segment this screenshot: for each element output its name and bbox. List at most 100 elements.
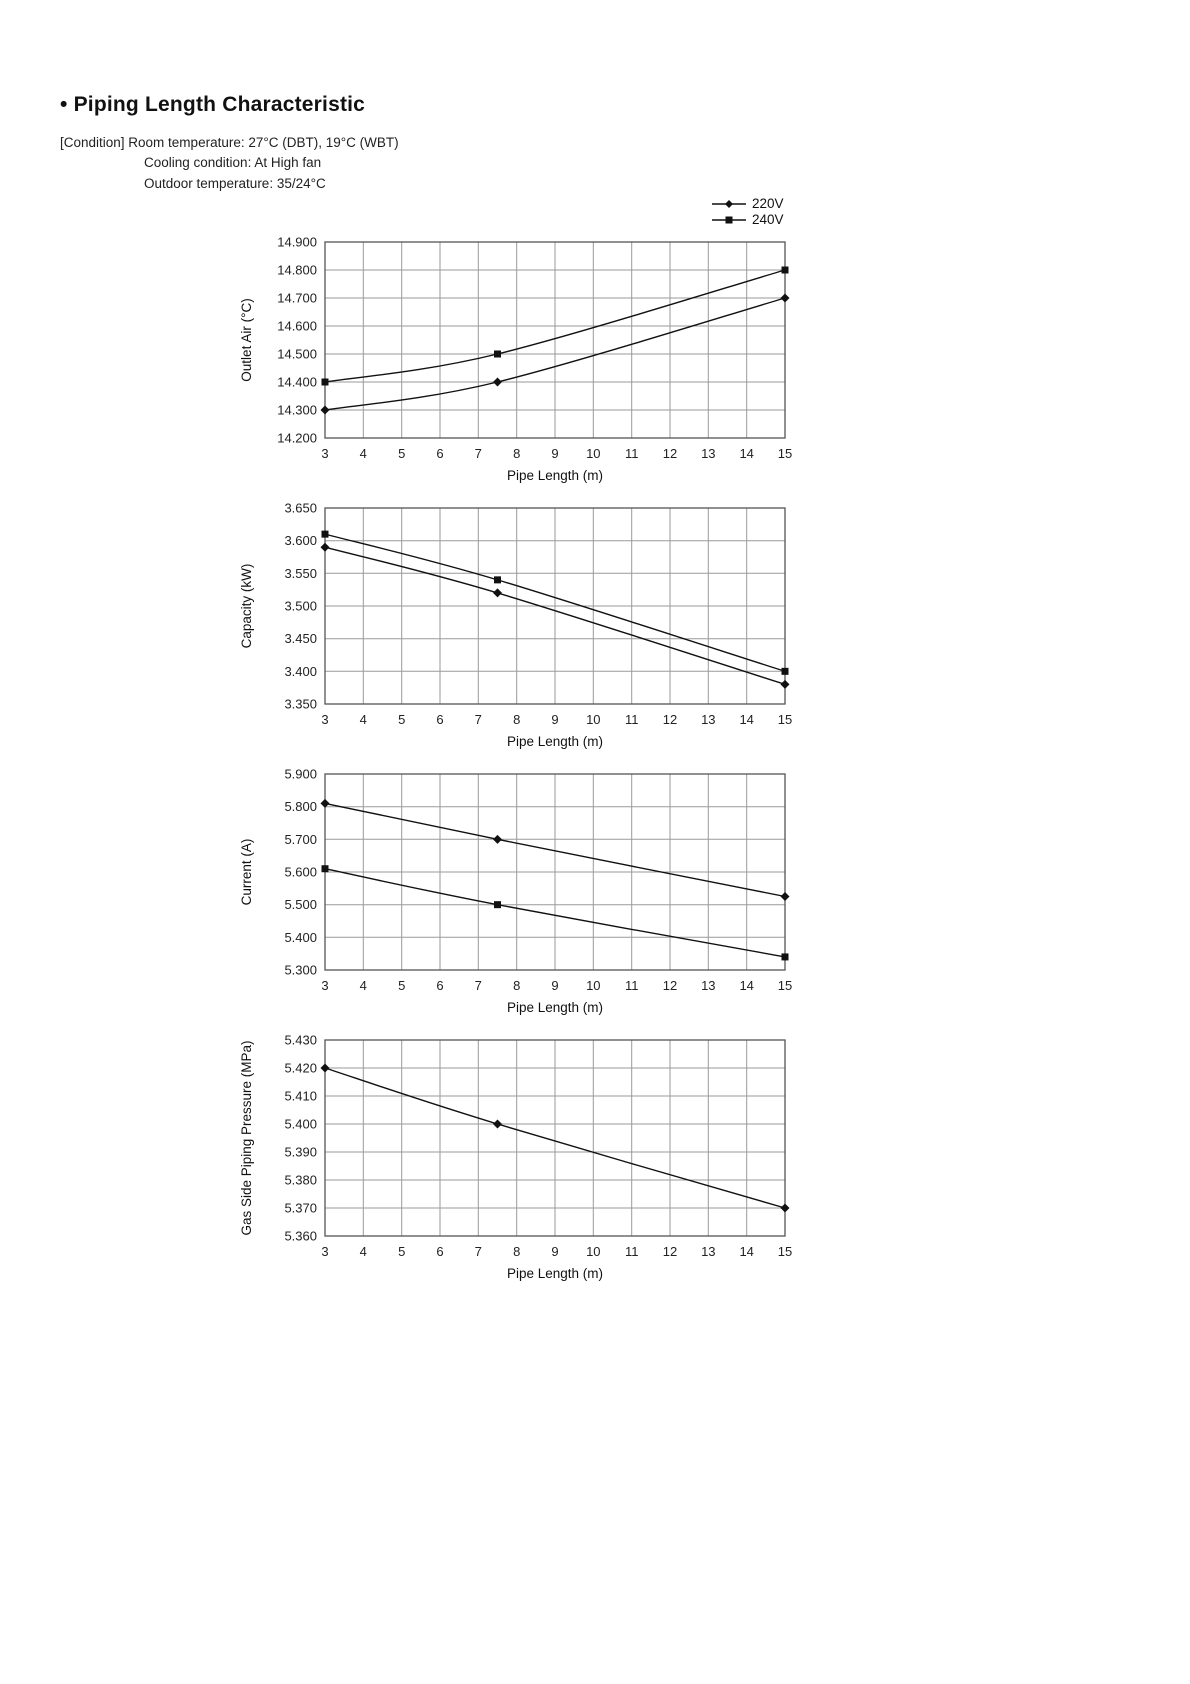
svg-text:7: 7 (475, 446, 482, 461)
svg-text:14.700: 14.700 (277, 290, 317, 305)
svg-text:3.400: 3.400 (284, 664, 317, 679)
svg-text:11: 11 (625, 712, 639, 727)
svg-text:4: 4 (360, 712, 367, 727)
legend-label-240v: 240V (752, 212, 784, 228)
svg-text:3: 3 (321, 712, 328, 727)
svg-text:12: 12 (663, 446, 677, 461)
svg-text:3.500: 3.500 (284, 598, 317, 613)
square-marker-icon (712, 216, 746, 224)
svg-text:6: 6 (436, 978, 443, 993)
legend-label-220v: 220V (752, 196, 784, 212)
svg-text:3: 3 (321, 1244, 328, 1259)
svg-text:4: 4 (360, 1244, 367, 1259)
svg-text:12: 12 (663, 978, 677, 993)
svg-text:13: 13 (701, 1244, 715, 1259)
svg-text:9: 9 (551, 446, 558, 461)
chart-legend: 220V 240V (712, 196, 798, 228)
condition-line-1: [Condition] Room temperature: 27°C (DBT)… (60, 135, 399, 150)
svg-text:11: 11 (625, 978, 639, 993)
svg-text:5: 5 (398, 446, 405, 461)
svg-text:14.600: 14.600 (277, 318, 317, 333)
condition-line-2: Cooling condition: At High fan (144, 155, 322, 171)
svg-text:15: 15 (778, 1244, 792, 1259)
svg-text:4: 4 (360, 978, 367, 993)
svg-text:14.400: 14.400 (277, 374, 317, 389)
svg-text:14.300: 14.300 (277, 402, 317, 417)
svg-text:13: 13 (701, 446, 715, 461)
svg-text:5: 5 (398, 712, 405, 727)
svg-text:5.300: 5.300 (284, 962, 317, 977)
svg-text:5.410: 5.410 (284, 1088, 317, 1103)
current-chart: 3 4 5 6 7 8 9 10 11 12 13 14 15 5.300 5.400 5.500 5.600 5… (239, 766, 792, 1015)
svg-text:6: 6 (436, 712, 443, 727)
svg-text:15: 15 (778, 446, 792, 461)
svg-text:6: 6 (436, 1244, 443, 1259)
svg-text:14.200: 14.200 (277, 430, 317, 445)
svg-text:Current (A): Current (A) (239, 838, 254, 905)
svg-text:3.550: 3.550 (284, 566, 317, 581)
capacity-chart: 3 4 5 6 7 8 9 10 11 12 13 14 15 3.350 3.400 3.450 3.500 3… (239, 500, 792, 749)
svg-text:7: 7 (475, 712, 482, 727)
condition-block: [Condition] Room temperature: 27°C (DBT)… (60, 133, 1150, 194)
svg-text:10: 10 (586, 978, 600, 993)
svg-text:5.500: 5.500 (284, 897, 317, 912)
svg-text:14: 14 (739, 446, 753, 461)
svg-text:10: 10 (586, 1244, 600, 1259)
svg-text:13: 13 (701, 712, 715, 727)
svg-text:14: 14 (739, 1244, 753, 1259)
svg-text:14: 14 (739, 712, 753, 727)
svg-text:4: 4 (360, 446, 367, 461)
svg-text:5.400: 5.400 (284, 930, 317, 945)
svg-text:10: 10 (586, 712, 600, 727)
svg-text:7: 7 (475, 978, 482, 993)
svg-text:Pipe Length (m): Pipe Length (m) (507, 1266, 603, 1281)
svg-text:Pipe Length (m): Pipe Length (m) (507, 1000, 603, 1015)
svg-text:5.380: 5.380 (284, 1172, 317, 1187)
svg-text:11: 11 (625, 446, 639, 461)
svg-text:5.900: 5.900 (284, 766, 317, 781)
svg-text:8: 8 (513, 712, 520, 727)
svg-text:5.370: 5.370 (284, 1200, 317, 1215)
svg-text:5: 5 (398, 978, 405, 993)
svg-text:Pipe Length (m): Pipe Length (m) (507, 468, 603, 483)
svg-text:15: 15 (778, 978, 792, 993)
svg-text:5: 5 (398, 1244, 405, 1259)
svg-text:6: 6 (436, 446, 443, 461)
svg-text:Gas Side Piping Pressure (MPa): Gas Side Piping Pressure (MPa) (239, 1040, 254, 1235)
diamond-marker-icon (712, 199, 746, 208)
svg-text:5.800: 5.800 (284, 799, 317, 814)
svg-text:15: 15 (778, 712, 792, 727)
svg-text:3.600: 3.600 (284, 533, 317, 548)
outlet-air-chart: 3 4 5 6 7 8 9 10 11 12 13 14 15 14.200 14.300 14.400 14.… (239, 234, 792, 483)
svg-text:5.700: 5.700 (284, 832, 317, 847)
legend-item-220v: 220V (712, 196, 798, 212)
svg-text:3.450: 3.450 (284, 631, 317, 646)
svg-text:9: 9 (551, 712, 558, 727)
charts-column: 3 4 5 6 7 8 9 10 11 12 13 14 15 14.200 14.300 14.400 14.… (225, 230, 1150, 1286)
svg-text:5.600: 5.600 (284, 864, 317, 879)
svg-text:8: 8 (513, 1244, 520, 1259)
svg-text:10: 10 (586, 446, 600, 461)
svg-text:9: 9 (551, 978, 558, 993)
svg-text:8: 8 (513, 446, 520, 461)
svg-text:5.430: 5.430 (284, 1032, 317, 1047)
svg-text:14.800: 14.800 (277, 262, 317, 277)
svg-text:3: 3 (321, 978, 328, 993)
svg-text:14.500: 14.500 (277, 346, 317, 361)
svg-text:5.390: 5.390 (284, 1144, 317, 1159)
svg-text:3.350: 3.350 (284, 696, 317, 711)
svg-text:Pipe Length (m): Pipe Length (m) (507, 734, 603, 749)
svg-text:13: 13 (701, 978, 715, 993)
svg-text:12: 12 (663, 712, 677, 727)
svg-text:12: 12 (663, 1244, 677, 1259)
page-title: • Piping Length Characteristic (60, 93, 366, 116)
legend-item-240v: 240V (712, 212, 798, 228)
svg-text:5.420: 5.420 (284, 1060, 317, 1075)
svg-text:5.400: 5.400 (284, 1116, 317, 1131)
svg-text:14.900: 14.900 (277, 234, 317, 249)
svg-text:3: 3 (321, 446, 328, 461)
svg-text:5.360: 5.360 (284, 1228, 317, 1243)
svg-text:8: 8 (513, 978, 520, 993)
svg-text:11: 11 (625, 1244, 639, 1259)
svg-text:7: 7 (475, 1244, 482, 1259)
